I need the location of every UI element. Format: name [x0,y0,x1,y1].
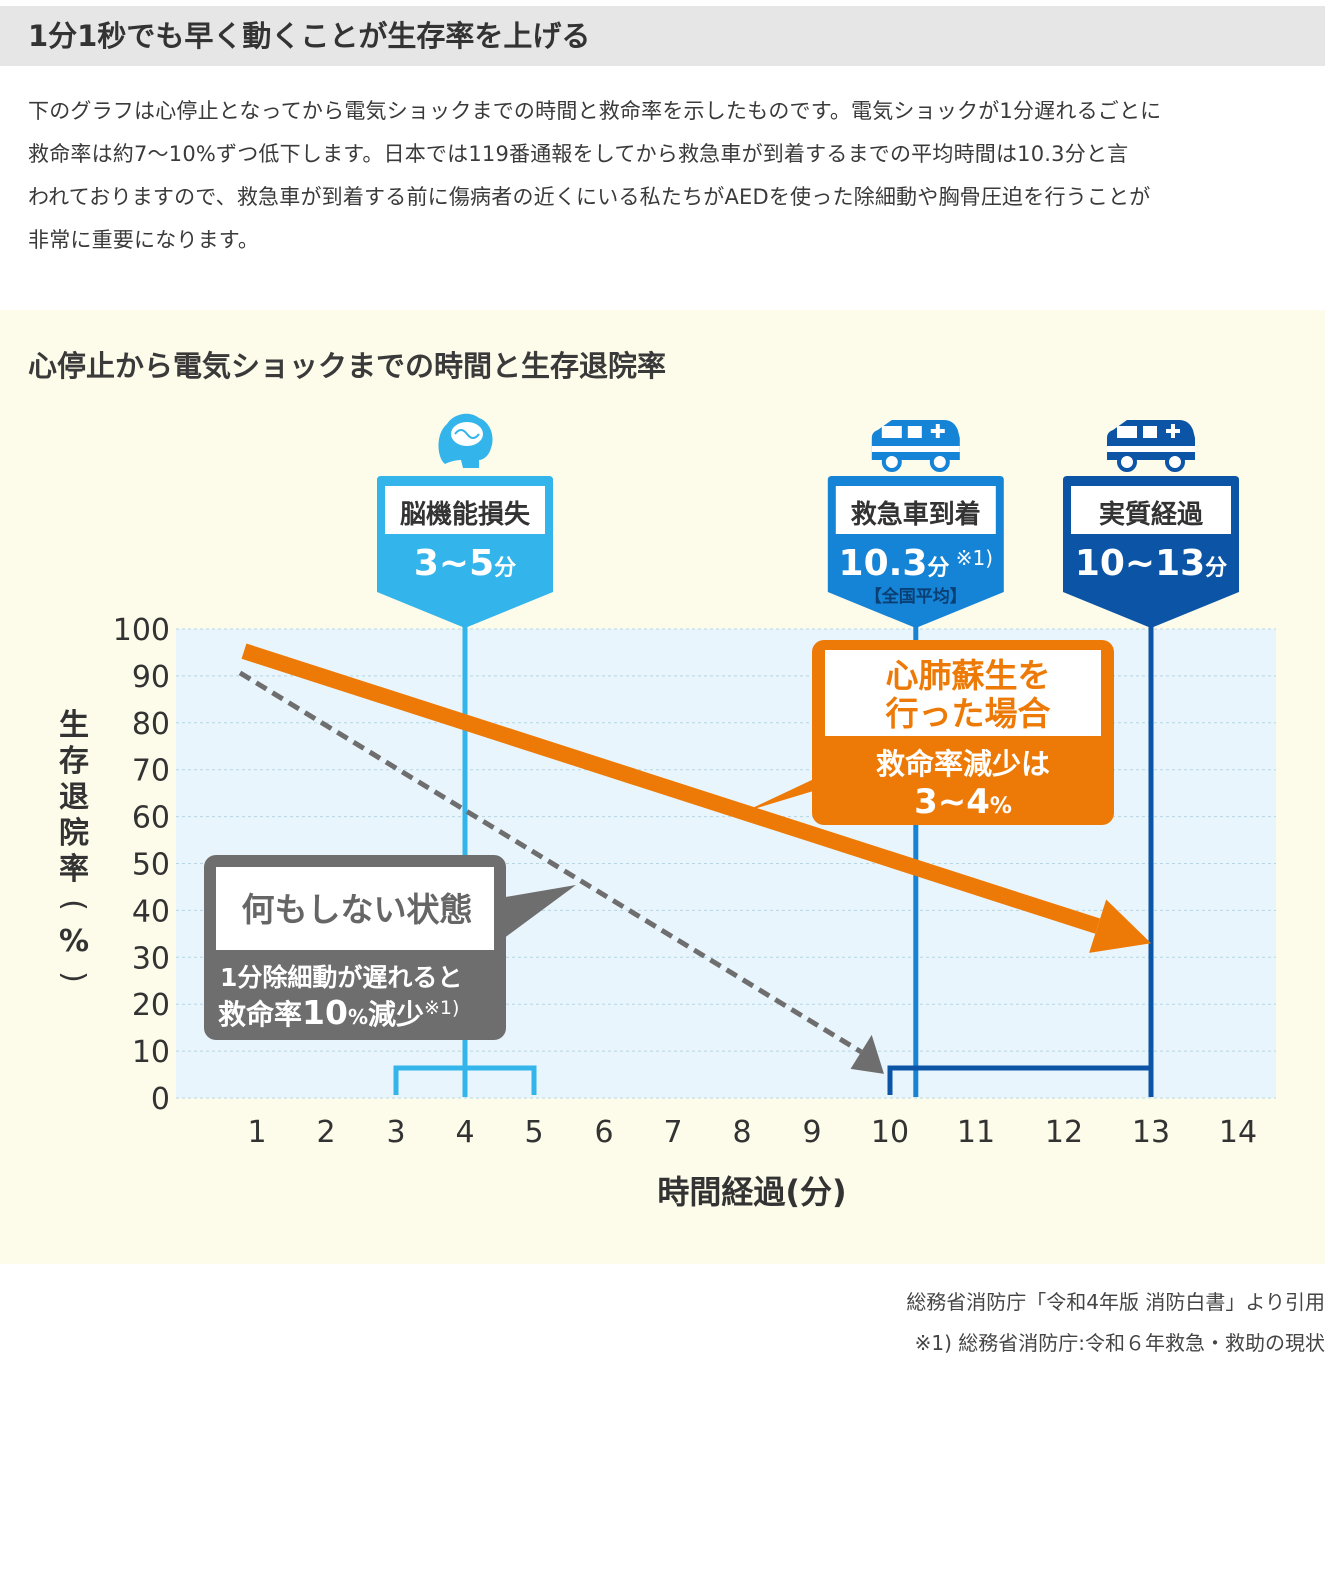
brain-fold [454,429,480,439]
series-none [238,670,884,1074]
annotation-title-bg [216,867,494,950]
intro-line: 救命率は約7〜10%ずつ低下します。日本では119番通報をしてから救急車が到着す… [28,142,1129,166]
ambulance-wheel [881,452,902,472]
marker-label: 脳機能損失 [399,499,531,530]
ambulance-wheel [929,452,950,472]
series-arrowhead [850,1034,884,1074]
annotation-title: 何もしない状態 [242,890,473,929]
y-axis-label-char: ( [56,899,91,911]
x-tick-label: 7 [663,1115,682,1150]
annotation-value: 3~4% [914,782,1012,822]
brain-icon [438,413,493,468]
y-axis-label-char: ) [56,971,91,983]
y-tick-label: 30 [132,941,170,976]
notes: 総務省消防庁「令和4年版 消防白書」より引用 ※1) 総務省消防庁:令和６年救急… [906,1282,1325,1364]
survival-chart: 心停止から電気ショックまでの時間と生存退院率 0 10 20 30 40 50 60 70 80 9… [28,349,1276,1211]
y-axis-label-char: 生 [59,708,89,743]
annotation-text: 救命率減少は [876,747,1050,781]
chart-panel: 心停止から電気ショックまでの時間と生存退院率 0 10 20 30 40 50 60 70 80 9… [0,310,1325,1264]
footnote: ※1) 総務省消防庁:令和６年救急・救助の現状 [914,1331,1325,1355]
marker-label-bg [835,486,996,534]
marker-actual: 実質経過 10~13分 [887,420,1239,1097]
intro-paragraph: 下のグラフは心停止となってから電気ショックまでの時間と救命率を示したものです。電… [28,90,1325,262]
marker-value: 10~13分 [1075,543,1227,584]
x-tick-label: 13 [1132,1115,1170,1150]
y-tick-label: 90 [132,660,170,695]
y-axis-label-char: 存 [59,744,89,779]
x-tick-label: 1 [247,1115,266,1150]
series-line [238,670,863,1055]
annotation-title: 心肺蘇生を [886,656,1051,695]
x-tick-label: 11 [957,1115,995,1150]
x-tick-label: 3 [386,1115,405,1150]
x-axis-label: 時間経過(分) [657,1173,846,1211]
ambulance-wheel [1165,452,1185,472]
ambulance-icon [1107,420,1195,472]
range-bracket [393,1065,537,1095]
y-tick-label: 20 [132,988,170,1023]
y-tick-label: 40 [132,894,170,929]
ambulance-window [907,426,922,438]
intro-line: 下のグラフは心停止となってから電気ショックまでの時間と救命率を示したものです。電… [28,99,1162,123]
y-axis-label-char: 退 [59,780,89,815]
marker-value: 10.3分 ※1) [839,543,994,584]
marker-brain: 脳機能損失 3~5分 [377,413,553,1097]
series-cpr [241,643,1151,953]
y-tick-label: 100 [113,613,170,648]
x-tick-label: 14 [1219,1115,1257,1150]
source-note: 総務省消防庁「令和4年版 消防白書」より引用 [906,1290,1325,1314]
ambulance-wheel [1117,452,1137,472]
ambulance-window [881,426,902,438]
ambulance-stripe [1107,446,1195,452]
x-tick-label: 9 [802,1115,821,1150]
y-axis-label-char: 院 [59,816,89,851]
x-tick-label: 12 [1045,1115,1083,1150]
marker-label: 実質経過 [1099,499,1204,530]
y-axis-label-char: % [59,924,89,959]
ambulance-cross [1166,424,1180,438]
x-tick-label: 5 [524,1115,543,1150]
annotation-pointer [744,762,850,812]
ambulance-stripe [871,446,960,452]
intro-line: 非常に重要になります。 [28,228,260,252]
marker-label: 救急車到着 [851,499,981,530]
x-tick-label: 6 [594,1115,613,1150]
y-tick-label: 10 [132,1035,170,1070]
x-tick-label: 2 [316,1115,335,1150]
annotation-value: 救命率10%減少※1) [218,993,459,1032]
y-tick-label: 80 [132,707,170,742]
annotation-title: 行った場合 [885,694,1051,733]
annotation-pointer [488,885,576,950]
annotation-text: 1分除細動が遅れると [220,963,462,992]
x-tick-label: 8 [732,1115,751,1150]
y-axis-label-char: 率 [59,852,89,887]
ambulance-window [1117,426,1137,438]
intro-line: われておりますので、救急車が到着する前に傷病者の近くにいる私たちがAEDを使った… [28,185,1151,209]
marker-label-bg [1071,486,1231,534]
ambulance-cross [930,424,945,438]
annotation-title-bg [825,650,1101,736]
ambulance-window [1143,426,1157,438]
series-line [241,643,1101,934]
y-tick-label: 0 [151,1082,170,1117]
y-tick-label: 50 [132,848,170,883]
section-title: 1分1秒でも早く動くことが生存率を上げる [0,6,1325,66]
marker-value: 3~5分 [414,543,516,584]
x-tick-label: 10 [871,1115,909,1150]
ambulance-icon [871,420,960,472]
y-tick-label: 70 [132,754,170,789]
marker-label-bg [385,486,545,534]
range-bracket [887,1065,1154,1095]
marker-sub: 【全国平均】 [865,586,967,607]
chart-title: 心停止から電気ショックまでの時間と生存退院率 [28,349,666,383]
series-arrowhead [1089,899,1151,953]
x-tick-label: 4 [455,1115,474,1150]
y-tick-label: 60 [132,801,170,836]
